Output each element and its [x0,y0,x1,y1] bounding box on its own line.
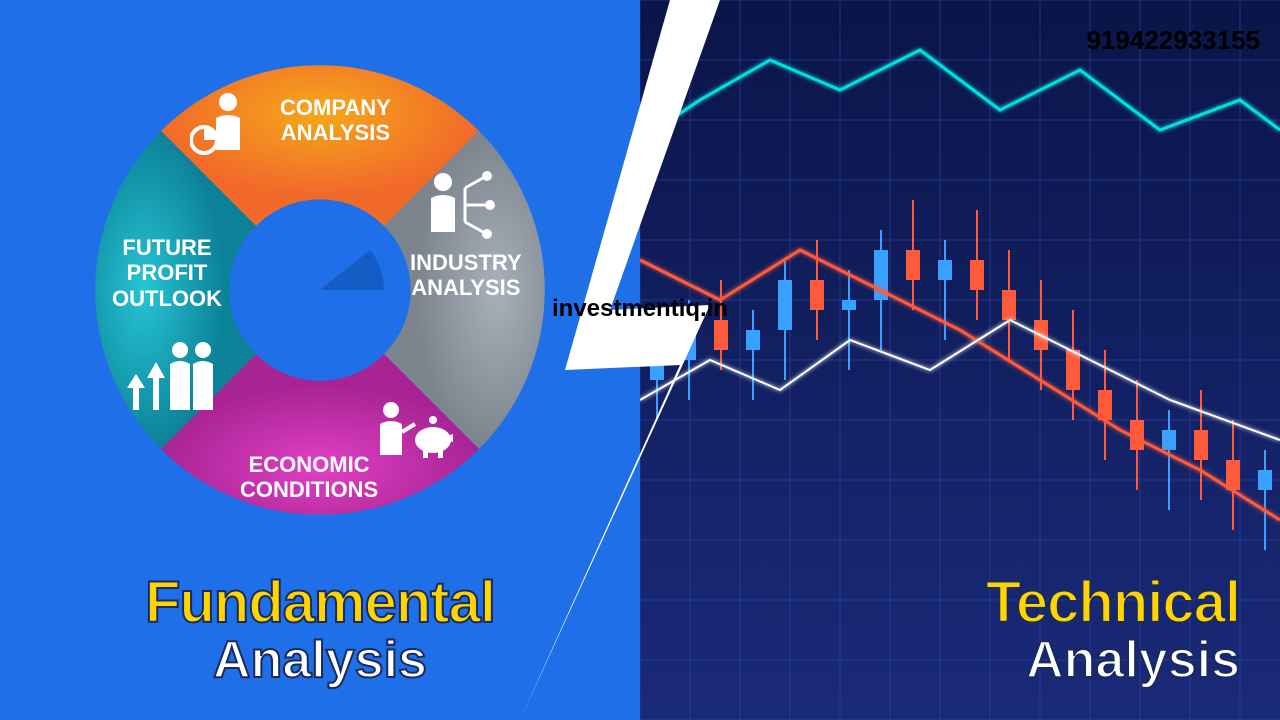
technical-panel: Technical Analysis [640,0,1280,720]
technical-main: Technical [986,569,1240,636]
brand-text: investmentiq.in [552,295,728,323]
fundamental-donut: COMPANY ANALYSIS INDUSTRY ANALYSIS [50,20,590,560]
fundamental-panel: COMPANY ANALYSIS INDUSTRY ANALYSIS [0,0,640,720]
technical-sub: Analysis [986,630,1240,690]
person-pie-icon [190,90,250,165]
economic-l1: ECONOMIC [249,452,370,477]
economic-l2: CONDITIONS [240,477,378,502]
phone-number: 919422933155 [1086,25,1260,56]
future-l1: FUTURE [122,235,211,260]
person-piggy-icon [375,400,455,470]
company-l1: COMPANY [280,95,391,120]
economic-label: ECONOMIC CONDITIONS [240,452,378,503]
fundamental-title: Fundamental Analysis [145,569,495,690]
fundamental-sub: Analysis [145,630,495,690]
fundamental-main: Fundamental [145,569,495,636]
people-bars-icon [125,340,220,420]
industry-label: INDUSTRY ANALYSIS [410,250,522,301]
future-l2: PROFIT [127,260,208,285]
future-label: FUTURE PROFIT OUTLOOK [112,235,222,311]
technical-title: Technical Analysis [986,569,1240,690]
person-network-icon [425,170,505,245]
infographic-container: COMPANY ANALYSIS INDUSTRY ANALYSIS [0,0,1280,720]
company-l2: ANALYSIS [281,120,390,145]
industry-l1: INDUSTRY [410,250,522,275]
industry-l2: ANALYSIS [411,275,520,300]
future-l3: OUTLOOK [112,286,222,311]
company-label: COMPANY ANALYSIS [280,95,391,146]
